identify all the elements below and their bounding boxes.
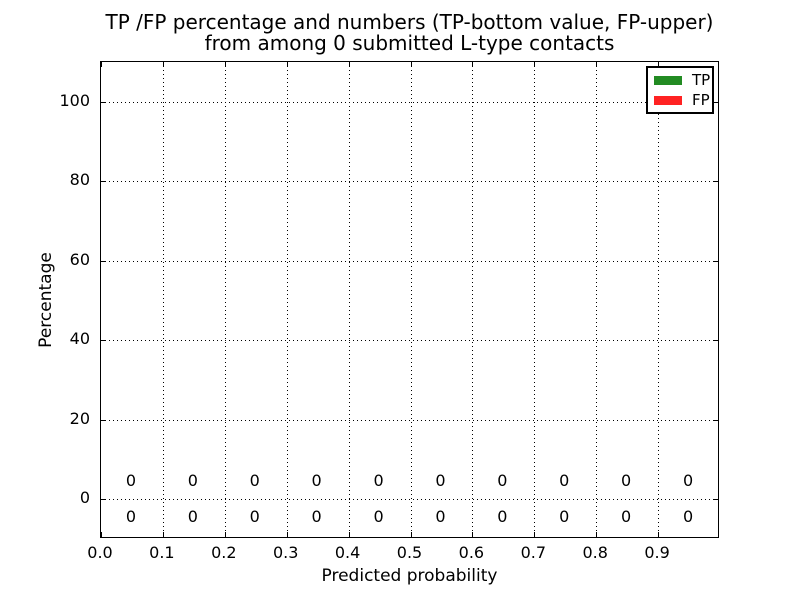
fp-count-label: 0 bbox=[435, 471, 446, 491]
y-tick bbox=[713, 340, 718, 342]
y-tick bbox=[713, 499, 718, 501]
tp-count-label: 0 bbox=[435, 506, 446, 526]
x-tick bbox=[101, 532, 102, 537]
x-tick-label: 0.3 bbox=[272, 543, 299, 562]
y-tick bbox=[101, 181, 106, 183]
v-gridline bbox=[410, 62, 412, 537]
fp-count-label: 0 bbox=[559, 471, 570, 491]
y-tick-label: 0 bbox=[79, 488, 90, 508]
y-tick bbox=[101, 419, 106, 421]
h-gridline bbox=[101, 260, 718, 262]
y-tick bbox=[713, 181, 718, 183]
tp-count-label: 0 bbox=[187, 506, 198, 526]
v-gridline bbox=[162, 62, 164, 537]
h-gridline bbox=[101, 181, 718, 183]
x-tick bbox=[286, 532, 288, 537]
y-tick bbox=[101, 101, 106, 103]
tp-count-label: 0 bbox=[373, 506, 384, 526]
legend-item-fp: FP bbox=[654, 90, 710, 110]
x-tick bbox=[596, 532, 598, 537]
y-tick-label: 80 bbox=[69, 170, 90, 190]
y-tick bbox=[101, 260, 106, 262]
x-tick bbox=[410, 532, 412, 537]
x-tick bbox=[101, 62, 102, 67]
x-tick-label: 0.2 bbox=[211, 543, 237, 562]
x-tick bbox=[472, 532, 474, 537]
h-gridline bbox=[101, 101, 718, 103]
x-tick bbox=[348, 62, 350, 67]
x-tick bbox=[348, 532, 350, 537]
y-tick bbox=[713, 101, 718, 103]
v-gridline bbox=[596, 62, 598, 537]
chart-title: TP /FP percentage and numbers (TP-bottom… bbox=[100, 12, 719, 54]
y-tick-label: 20 bbox=[69, 408, 90, 428]
legend: TP FP bbox=[646, 66, 714, 114]
y-tick bbox=[713, 260, 718, 262]
fp-count-label: 0 bbox=[125, 471, 137, 491]
chart-title-line1: TP /FP percentage and numbers (TP-bottom… bbox=[105, 10, 714, 34]
v-gridline bbox=[286, 62, 288, 537]
y-tick-label: 40 bbox=[69, 329, 90, 349]
x-tick bbox=[596, 62, 598, 67]
x-tick-label: 0.8 bbox=[582, 543, 608, 562]
v-gridline bbox=[348, 62, 350, 537]
x-tick-label: 0.9 bbox=[644, 543, 670, 562]
legend-label: TP bbox=[692, 70, 711, 89]
h-gridline bbox=[101, 499, 718, 501]
y-tick bbox=[101, 340, 106, 342]
x-tick-label: 0.6 bbox=[458, 543, 485, 562]
x-tick bbox=[472, 62, 474, 67]
x-tick-label: 0.0 bbox=[87, 543, 113, 562]
x-tick bbox=[162, 532, 164, 537]
x-tick-label: 0.1 bbox=[149, 543, 175, 562]
y-tick bbox=[713, 419, 718, 421]
legend-swatch-fp bbox=[654, 95, 682, 105]
x-tick bbox=[658, 532, 660, 537]
x-tick bbox=[224, 532, 226, 537]
v-gridline bbox=[534, 62, 536, 537]
x-tick bbox=[410, 62, 412, 67]
x-tick bbox=[286, 62, 288, 67]
fp-count-label: 0 bbox=[311, 471, 322, 491]
x-tick-label: 0.7 bbox=[520, 543, 547, 562]
v-gridline bbox=[224, 62, 226, 537]
tp-count-label: 0 bbox=[621, 506, 632, 526]
x-axis-label: Predicted probability bbox=[321, 566, 498, 586]
h-gridline bbox=[101, 419, 718, 421]
v-gridline bbox=[658, 62, 660, 537]
chart-title-line2: from among 0 submitted L-type contacts bbox=[204, 31, 615, 55]
x-tick-label: 0.4 bbox=[334, 543, 361, 562]
tp-count-label: 0 bbox=[682, 506, 694, 526]
x-tick-label: 0.5 bbox=[396, 543, 423, 562]
fp-count-label: 0 bbox=[497, 471, 508, 491]
x-tick bbox=[534, 532, 536, 537]
x-tick bbox=[162, 62, 164, 67]
fp-count-label: 0 bbox=[187, 471, 198, 491]
legend-label: FP bbox=[692, 90, 710, 109]
tp-count-label: 0 bbox=[311, 506, 322, 526]
tp-count-label: 0 bbox=[125, 506, 137, 526]
x-tick bbox=[534, 62, 536, 67]
h-gridline bbox=[101, 340, 718, 342]
fp-count-label: 0 bbox=[249, 471, 260, 491]
plot-area bbox=[100, 61, 719, 538]
v-gridline bbox=[472, 62, 474, 537]
fp-count-label: 0 bbox=[373, 471, 384, 491]
x-tick bbox=[658, 62, 660, 67]
fp-count-label: 0 bbox=[621, 471, 632, 491]
fp-count-label: 0 bbox=[682, 471, 694, 491]
y-tick-label: 100 bbox=[59, 90, 90, 110]
legend-swatch-tp bbox=[654, 75, 682, 85]
x-tick bbox=[224, 62, 226, 67]
y-tick-label: 60 bbox=[69, 249, 90, 269]
tp-count-label: 0 bbox=[249, 506, 260, 526]
y-tick bbox=[101, 499, 106, 501]
tp-count-label: 0 bbox=[497, 506, 508, 526]
legend-item-tp: TP bbox=[654, 70, 710, 90]
tp-count-label: 0 bbox=[559, 506, 570, 526]
